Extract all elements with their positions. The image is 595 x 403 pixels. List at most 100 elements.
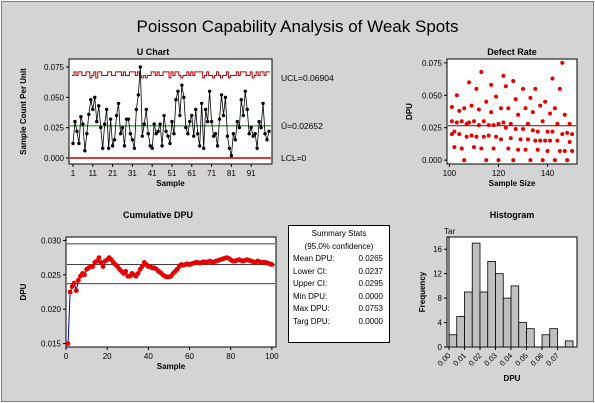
histogram-ylabel: Frequency xyxy=(418,271,427,312)
histogram-bar xyxy=(471,242,481,348)
defect-rate-point xyxy=(459,119,464,124)
defect-rate-point xyxy=(518,137,523,142)
histogram-xtick-label: 0.00 xyxy=(436,351,453,368)
u-chart-point xyxy=(192,134,196,138)
u-chart-point xyxy=(241,113,245,118)
cumulative-point xyxy=(90,264,96,269)
defect-rate-point xyxy=(481,119,486,124)
defect-rate-point xyxy=(533,86,538,91)
u-chart-ylabel: Sample Count Per Unit xyxy=(19,68,28,155)
summary-label: Upper CI: xyxy=(293,279,328,288)
summary-stats-title: Summary Stats xyxy=(311,229,367,238)
histogram-bar xyxy=(456,316,465,348)
defect-rate-point xyxy=(494,94,499,99)
defect-rate-point xyxy=(511,79,516,84)
u-chart-point xyxy=(243,89,247,93)
defect-rate-point xyxy=(523,147,528,152)
u-chart-point xyxy=(120,125,125,130)
u-chart-point xyxy=(196,132,200,136)
u-chart-point xyxy=(134,107,139,112)
u-chart-point xyxy=(158,122,162,126)
u-chart-point xyxy=(198,144,202,148)
cumulative-point xyxy=(98,260,104,265)
defect-rate-point xyxy=(560,132,565,137)
u-chart-point xyxy=(142,122,146,126)
histogram-xtick-label: 0.07 xyxy=(544,351,561,368)
defect-rate-point xyxy=(489,82,494,87)
histogram-xtick-label: 0.06 xyxy=(529,351,546,368)
defect-rate-point xyxy=(538,138,543,143)
defect-rate-point xyxy=(484,158,489,163)
defect-rate-ytick-label: 0.000 xyxy=(422,156,443,165)
defect-rate-point xyxy=(570,149,575,154)
u-chart-point xyxy=(154,132,158,136)
u-chart-point xyxy=(150,146,154,150)
u-chart-point xyxy=(93,95,97,100)
defect-rate-point xyxy=(503,84,508,89)
defect-rate-point xyxy=(567,139,572,144)
u-chart-point xyxy=(146,132,150,136)
defect-rate-point xyxy=(516,147,521,152)
defect-rate-title: Defect Rate xyxy=(487,47,537,57)
defect-rate-point xyxy=(454,93,459,98)
u-chart-point xyxy=(215,144,220,148)
u-chart-point xyxy=(223,95,228,100)
cumulative-point xyxy=(139,264,145,269)
defect-rate-point xyxy=(525,137,530,142)
defect-rate-point xyxy=(523,106,528,111)
u-chart-xtick-label: 81 xyxy=(227,169,236,178)
histogram-bar xyxy=(502,297,512,348)
defect-rate-point xyxy=(467,80,472,85)
cumulative-dpu-title: Cumulative DPU xyxy=(122,210,193,220)
histogram-ytick-label: 0 xyxy=(438,343,443,352)
u-chart-point xyxy=(73,119,77,124)
u-chart-point xyxy=(126,117,131,121)
defect-rate-ylabel: DPU xyxy=(405,103,414,120)
histogram-bar xyxy=(541,334,551,348)
u-chart-point xyxy=(251,134,255,138)
defect-rate-point xyxy=(550,129,555,134)
defect-rate-point xyxy=(538,103,543,108)
defect-rate-point xyxy=(535,129,540,134)
defect-rate-point xyxy=(457,108,462,113)
defect-rate-point xyxy=(557,86,562,91)
defect-rate-point xyxy=(467,120,472,125)
defect-rate-point xyxy=(449,104,454,109)
u-chart-xtick-label: 61 xyxy=(187,169,196,178)
defect-rate-point xyxy=(498,137,503,142)
defect-rate-point xyxy=(513,97,518,102)
u-chart-point xyxy=(108,117,113,121)
histogram-xlabel: DPU xyxy=(504,374,521,383)
defect-rate-point xyxy=(462,106,467,111)
u-chart-point xyxy=(261,101,265,106)
defect-rate-point xyxy=(474,134,479,139)
cumulative-point xyxy=(135,271,141,276)
defect-rate-xtick-label: 140 xyxy=(541,169,555,178)
u-chart-point xyxy=(77,141,81,146)
summary-row-mean: Mean DPU: 0.0265 xyxy=(289,254,389,267)
histogram-ytick-label: 8 xyxy=(438,294,443,303)
summary-label: Lower CI: xyxy=(293,266,328,276)
u-chart-point xyxy=(110,144,115,148)
defect-rate-point xyxy=(565,158,570,163)
summary-row-target: Targ DPU: 0.0000 xyxy=(289,317,389,330)
defect-rate-point xyxy=(484,99,489,104)
defect-rate-point xyxy=(496,121,501,126)
summary-row-max: Max DPU: 0.0753 xyxy=(289,304,389,317)
defect-rate-point xyxy=(501,73,506,78)
defect-rate-point xyxy=(486,123,491,128)
defect-rate-point xyxy=(548,111,553,116)
cumulative-point xyxy=(96,255,102,261)
defect-rate-point xyxy=(496,158,501,163)
u-chart-point xyxy=(263,132,267,136)
histogram-bar xyxy=(495,273,504,348)
defect-rate-point xyxy=(469,103,474,108)
histogram-bar xyxy=(464,291,473,348)
u-chart-point xyxy=(81,122,85,126)
u-chart-xtick-label: 71 xyxy=(207,169,216,178)
u-chart-point xyxy=(199,101,204,106)
u-chart-point xyxy=(83,149,87,153)
u-chart-point xyxy=(257,119,261,124)
cumulative-xtick-label: 100 xyxy=(265,352,279,361)
